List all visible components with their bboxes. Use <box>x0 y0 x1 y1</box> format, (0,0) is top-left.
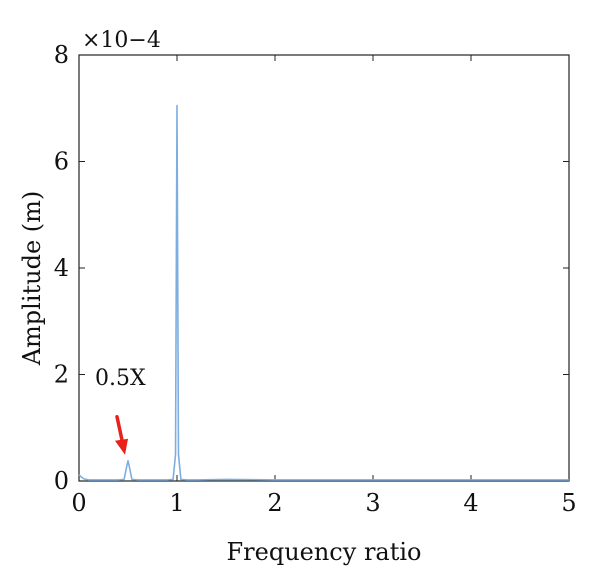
x-axis-label: Frequency ratio <box>227 538 422 566</box>
x-tick-label: 5 <box>561 489 576 517</box>
annotation-arrow-head <box>115 438 128 455</box>
y-axis-label: Amplitude (m) <box>18 191 46 367</box>
y-tick-label: 0 <box>54 467 69 495</box>
x-tick-label: 0 <box>71 489 86 517</box>
y-tick-label: 2 <box>54 361 69 389</box>
x-tick-label: 4 <box>463 489 478 517</box>
annotation-label: 0.5X <box>95 366 146 391</box>
x-tick-label: 2 <box>267 489 282 517</box>
x-tick-label: 3 <box>365 489 380 517</box>
plot-area: 0 1 2 3 4 5 0 2 4 6 8 <box>54 41 577 517</box>
y-tick-label: 4 <box>54 254 69 282</box>
y-tick-label: 6 <box>54 148 69 176</box>
series-line <box>78 104 569 481</box>
x-tick-label: 1 <box>169 489 184 517</box>
y-exponent-label: ×10−4 <box>82 28 161 53</box>
axes-box <box>78 54 570 482</box>
y-tick-label: 8 <box>54 41 69 69</box>
